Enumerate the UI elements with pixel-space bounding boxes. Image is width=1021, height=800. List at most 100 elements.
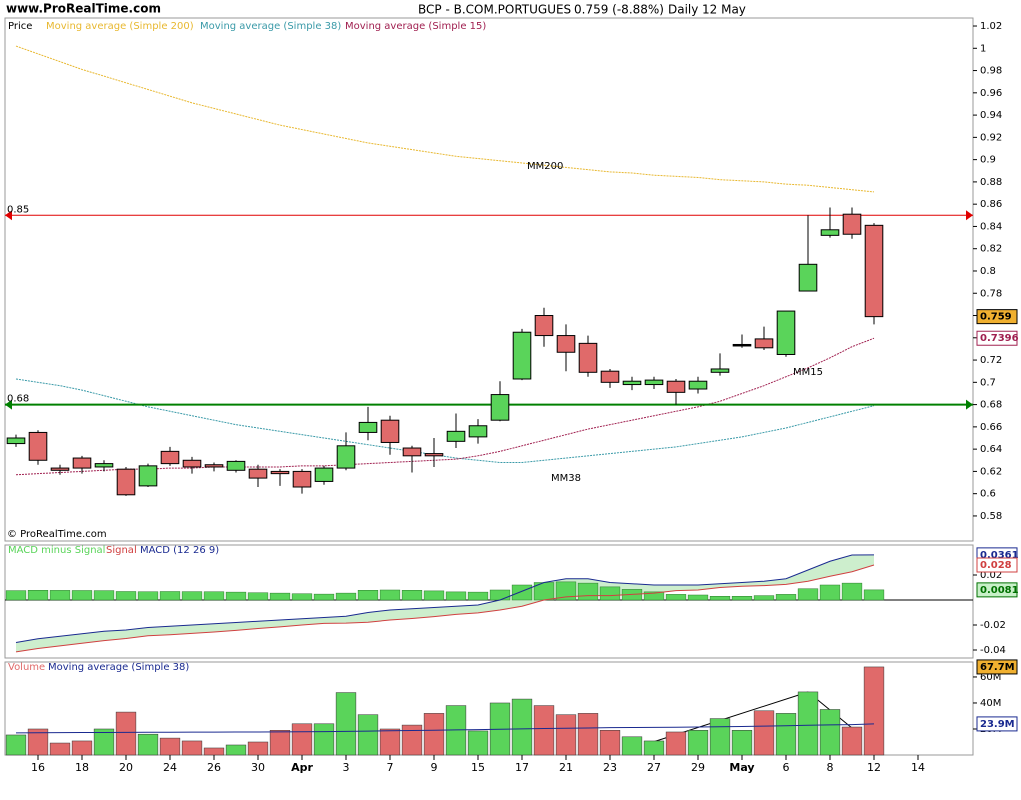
annotation: MM200 xyxy=(527,161,563,172)
y-tick-label: 60M xyxy=(980,672,1001,683)
candle-body xyxy=(600,370,620,383)
volume-bar xyxy=(115,711,137,756)
volume-bar xyxy=(819,709,841,756)
last-value-badge xyxy=(976,582,1018,598)
volume-bar xyxy=(225,744,247,756)
x-tick-label: 16 xyxy=(31,761,45,774)
volume-bar xyxy=(731,730,753,756)
legend-entry: Signal xyxy=(106,545,137,556)
histogram-bar xyxy=(753,595,775,601)
volume-bar xyxy=(181,740,203,756)
volume-bar xyxy=(687,730,709,756)
histogram-bar xyxy=(445,591,467,601)
x-tick-label: 3 xyxy=(343,761,350,774)
price-panel xyxy=(4,17,974,542)
histogram-bar xyxy=(731,596,753,601)
volume-bar xyxy=(621,736,643,756)
histogram-bar xyxy=(137,591,159,601)
histogram-bar xyxy=(401,590,423,601)
legend-entry: Moving average (Simple 38) xyxy=(200,21,341,32)
histogram-bar xyxy=(49,590,71,601)
volume-bar xyxy=(643,740,665,756)
volume-bar xyxy=(71,740,93,756)
y-tick-label: 0.02 xyxy=(980,570,1002,581)
y-tick-label: 0.66 xyxy=(980,422,1002,433)
candle-body xyxy=(710,368,730,373)
candle-body xyxy=(776,310,796,355)
candle-body xyxy=(270,470,290,475)
candle-body xyxy=(6,437,26,445)
volume-bar xyxy=(599,730,621,756)
histogram-bar xyxy=(247,592,269,601)
x-tick-label: 20 xyxy=(119,761,133,774)
horizontal-line-label: 0.68 xyxy=(7,394,29,405)
y-tick-label: 0.68 xyxy=(980,400,1002,411)
candle-body xyxy=(248,468,268,479)
legend-entry: MACD minus Signal xyxy=(8,545,105,556)
volume-bar xyxy=(357,714,379,756)
x-tick-label: 21 xyxy=(559,761,573,774)
signal-line xyxy=(15,564,875,653)
volume-bar xyxy=(533,705,555,756)
histogram-bar xyxy=(335,592,357,601)
volume-bar xyxy=(709,718,731,756)
candle-body xyxy=(116,468,136,496)
candle-body xyxy=(138,465,158,487)
y-tick-label: -0.04 xyxy=(980,645,1006,656)
y-tick-label: 0.58 xyxy=(980,511,1002,522)
candle-body xyxy=(358,421,378,433)
candle-body xyxy=(468,425,488,438)
annotation: MM38 xyxy=(551,473,581,484)
histogram-bar xyxy=(203,591,225,601)
volume-bar xyxy=(401,724,423,756)
histogram-bar xyxy=(797,588,819,601)
y-tick-label: 0.64 xyxy=(980,444,1002,455)
y-tick-label: 0.84 xyxy=(980,221,1002,232)
y-tick-label: 0.6 xyxy=(980,489,996,500)
date: 12 May xyxy=(702,3,746,17)
line-arrow xyxy=(5,210,12,221)
line-arrow xyxy=(5,399,12,410)
candle-body xyxy=(556,335,576,353)
y-tick-label: 0.98 xyxy=(980,66,1002,77)
y-tick-label: 0.8 xyxy=(980,266,996,277)
y-tick-label: 0.72 xyxy=(980,355,1002,366)
volume-average-line xyxy=(15,723,875,734)
y-tick-label: 0.9 xyxy=(980,155,996,166)
macd-panel xyxy=(4,544,974,659)
candle-body xyxy=(402,447,422,457)
last-value-badge xyxy=(976,659,1018,675)
histogram-bar xyxy=(269,592,291,601)
x-tick-label: 24 xyxy=(163,761,177,774)
x-tick-label: 12 xyxy=(867,761,881,774)
x-tick-label: 18 xyxy=(75,761,89,774)
candle-body xyxy=(578,342,598,373)
x-tick-label: 27 xyxy=(647,761,661,774)
histogram-bar xyxy=(357,590,379,601)
histogram-bar xyxy=(467,591,489,601)
histogram-bar xyxy=(159,591,181,601)
candle-body xyxy=(820,229,840,236)
candle-body xyxy=(644,379,664,386)
legend-entry: Moving average (Simple 38) xyxy=(48,662,189,673)
y-tick-label: 0.92 xyxy=(980,132,1002,143)
candle-body xyxy=(336,445,356,469)
y-tick-label: 0.94 xyxy=(980,110,1002,121)
histogram-bar xyxy=(423,590,445,601)
candle-body xyxy=(424,453,444,457)
histogram-bar xyxy=(863,589,885,601)
volume-bar xyxy=(511,698,533,756)
y-tick-label: 0.88 xyxy=(980,177,1002,188)
x-tick-label: 26 xyxy=(207,761,221,774)
volume-bar xyxy=(203,747,225,756)
histogram-bar xyxy=(665,594,687,601)
last-value-badge xyxy=(976,716,1018,732)
horizontal-line-label: 0.85 xyxy=(7,204,29,215)
last-value-label: 0.759 xyxy=(980,312,1012,323)
legend-entry: Moving average (Simple 15) xyxy=(345,21,486,32)
volume-bar xyxy=(313,723,335,756)
volume-bar xyxy=(555,714,577,756)
histogram-bar xyxy=(555,581,577,601)
volume-bar xyxy=(93,728,115,756)
